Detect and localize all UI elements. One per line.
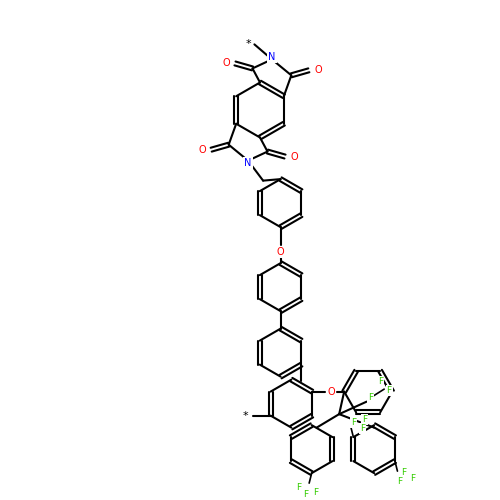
Text: F: F (313, 488, 318, 496)
Text: F: F (360, 424, 365, 433)
Text: F: F (351, 418, 356, 426)
Text: F: F (398, 476, 402, 486)
Text: O: O (290, 152, 298, 162)
Text: O: O (277, 247, 284, 257)
Text: *: * (246, 40, 251, 50)
Text: F: F (378, 377, 383, 386)
Text: F: F (303, 490, 308, 498)
Text: O: O (198, 144, 206, 154)
Text: F: F (362, 415, 367, 424)
Text: O: O (314, 66, 322, 76)
Text: O: O (222, 58, 230, 68)
Text: F: F (410, 474, 415, 483)
Text: *: * (243, 410, 248, 420)
Text: N: N (244, 158, 252, 168)
Text: F: F (386, 386, 392, 395)
Text: F: F (402, 468, 406, 476)
Text: N: N (268, 52, 276, 62)
Text: F: F (296, 482, 302, 492)
Text: O: O (328, 386, 335, 396)
Text: F: F (368, 393, 373, 402)
